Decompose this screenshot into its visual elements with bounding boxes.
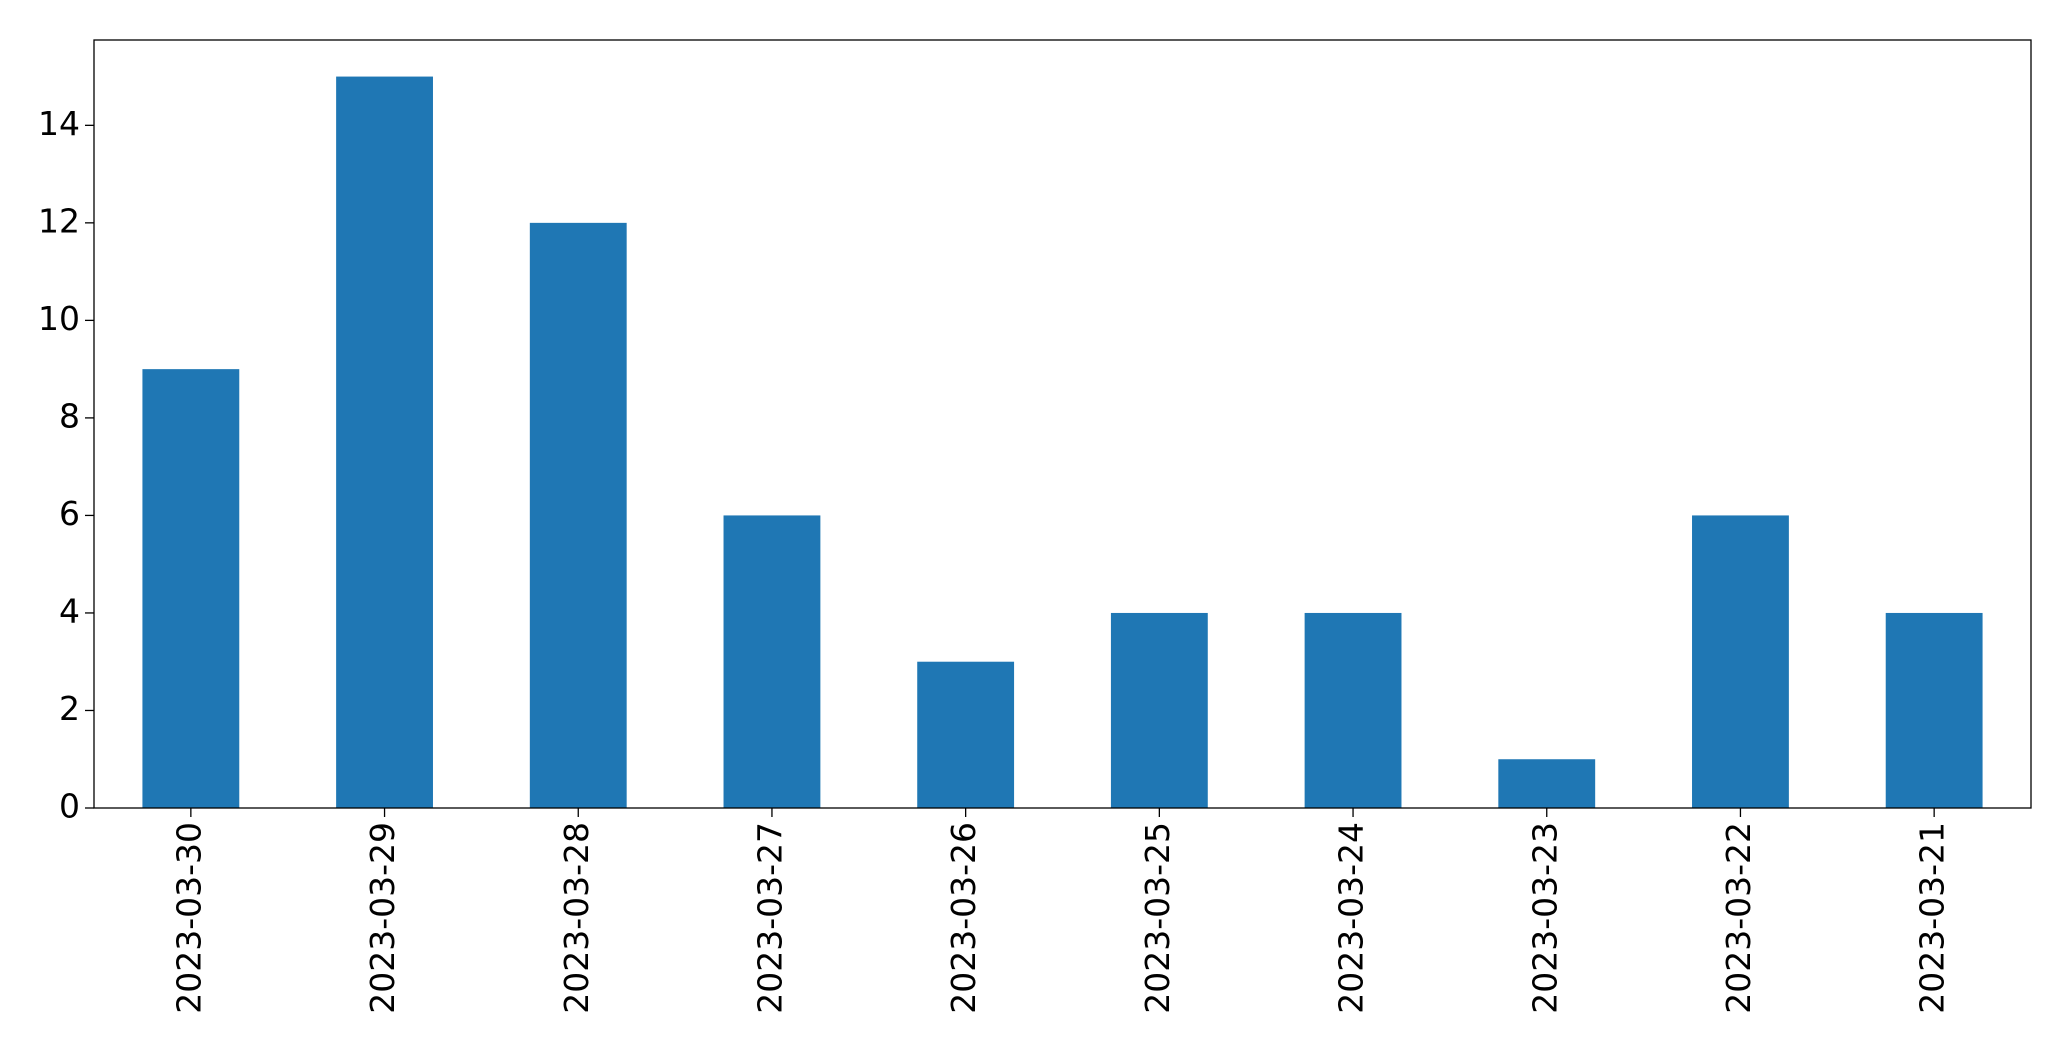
plot-frame xyxy=(93,39,2032,809)
y-tick-label: 12 xyxy=(38,201,80,240)
x-tick-label: 2023-03-22 xyxy=(1719,822,1758,1014)
bar xyxy=(142,369,240,808)
y-tick-label: 8 xyxy=(59,396,80,435)
bar xyxy=(917,661,1015,808)
y-tick-label: 4 xyxy=(59,591,80,630)
x-tick-label: 2023-03-24 xyxy=(1332,822,1371,1014)
bar xyxy=(336,76,433,809)
x-tick-label: 2023-03-26 xyxy=(944,822,983,1014)
bar xyxy=(1885,612,1983,808)
x-tick-label: 2023-03-28 xyxy=(557,822,596,1014)
y-tick-label: 2 xyxy=(59,689,80,728)
y-tick-label: 10 xyxy=(38,299,80,338)
bar xyxy=(1110,612,1208,808)
x-tick-label: 2023-03-27 xyxy=(750,822,789,1014)
x-tick-label: 2023-03-30 xyxy=(169,822,208,1014)
x-tick-label: 2023-03-29 xyxy=(363,822,402,1014)
y-tick-label: 0 xyxy=(59,787,80,826)
bar xyxy=(723,515,821,808)
x-tick-label: 2023-03-23 xyxy=(1525,822,1564,1014)
bar xyxy=(1692,515,1789,808)
y-tick-label: 6 xyxy=(59,494,80,533)
y-tick-label: 14 xyxy=(38,104,80,143)
x-tick-label: 2023-03-21 xyxy=(1913,822,1952,1014)
bar xyxy=(1304,612,1402,808)
bar xyxy=(1498,759,1596,808)
x-tick-label: 2023-03-25 xyxy=(1138,822,1177,1014)
bar xyxy=(529,222,627,808)
